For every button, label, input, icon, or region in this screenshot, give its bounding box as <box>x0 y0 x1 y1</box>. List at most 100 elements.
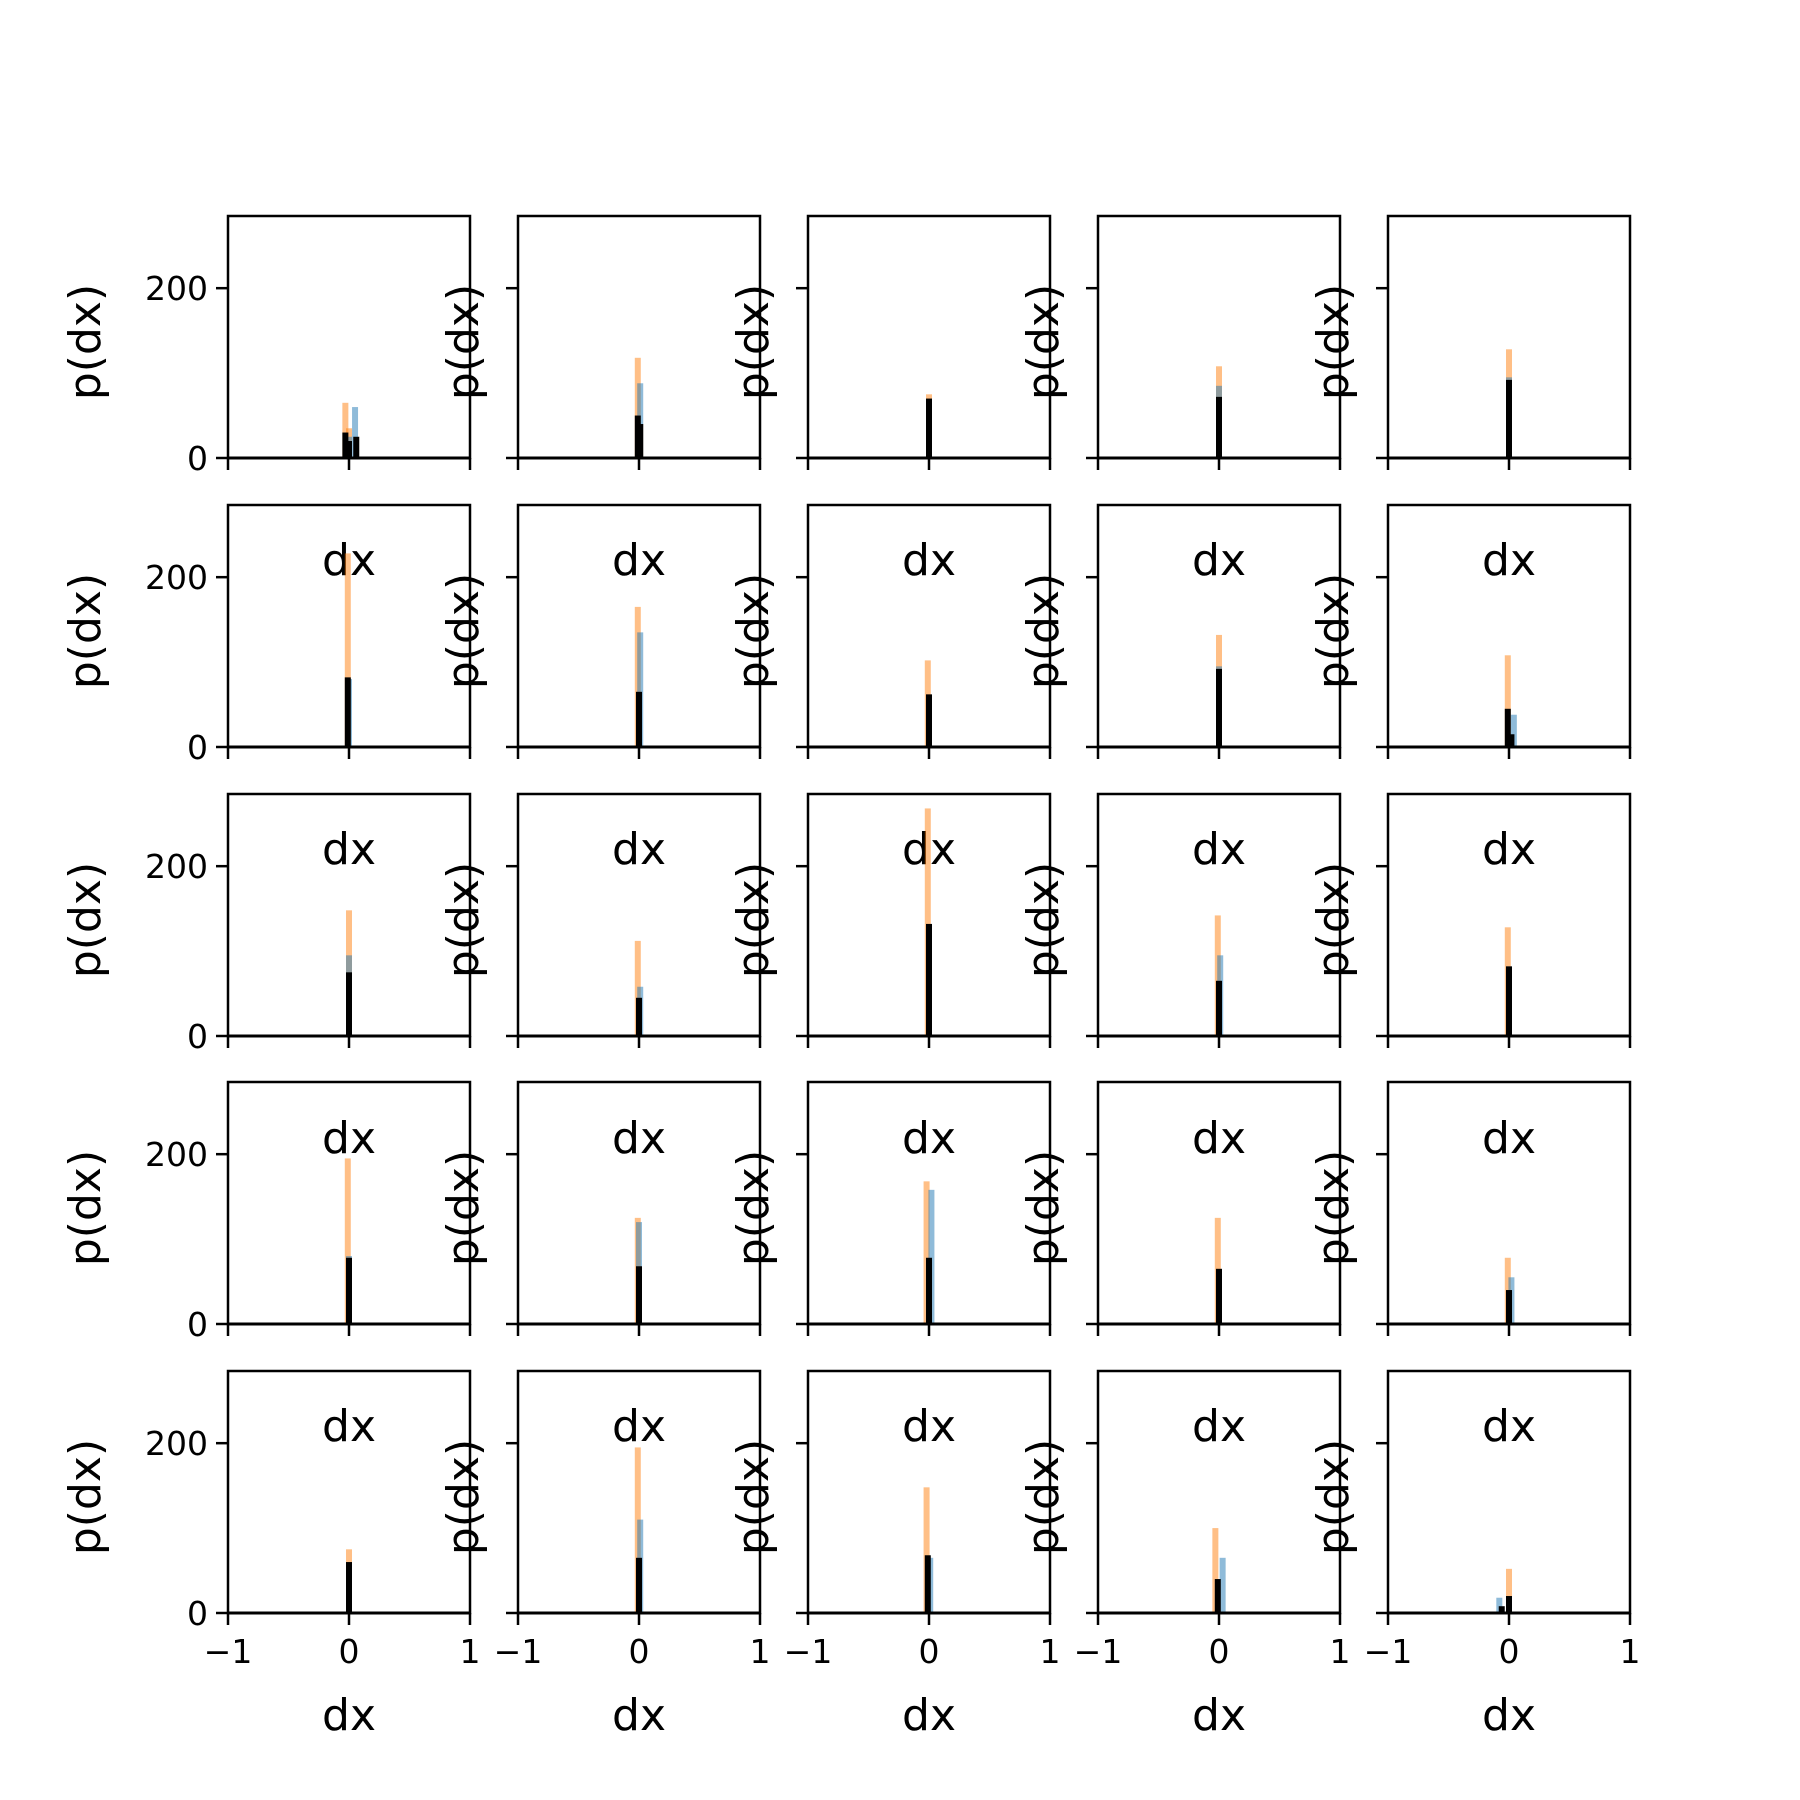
x-tick-label: 0 <box>629 1632 650 1671</box>
panel-3-5: dx p(dx) <box>1308 792 1632 1164</box>
panel-5-2: −1 0 1 dx p(dx) <box>438 1369 771 1741</box>
panel-4-5: dx p(dx) <box>1308 1080 1632 1452</box>
x-tick-label: 0 <box>919 1632 940 1671</box>
bar-black <box>637 424 644 458</box>
x-axis-label: dx <box>1482 824 1536 875</box>
bar-black <box>1506 1290 1512 1324</box>
y-axis-label: p(dx) <box>60 1150 111 1266</box>
y-axis-label: p(dx) <box>60 284 111 400</box>
y-axis-label: p(dx) <box>60 862 111 978</box>
bar-black <box>1508 734 1515 747</box>
bar-black <box>1216 980 1222 1036</box>
x-axis-label: dx <box>1192 1401 1246 1452</box>
y-tick-label: 0 <box>187 439 208 478</box>
y-tick-label: 0 <box>187 728 208 767</box>
y-axis-label: p(dx) <box>438 862 489 978</box>
x-axis-label: dx <box>322 824 376 875</box>
bar-black <box>636 691 642 747</box>
x-axis-label: dx <box>1192 535 1246 586</box>
x-axis-label: dx <box>1482 1401 1536 1452</box>
bar-black <box>344 677 351 747</box>
x-axis-label: dx <box>902 1690 956 1741</box>
y-axis-label: p(dx) <box>438 573 489 689</box>
bar-blue <box>928 1189 935 1324</box>
y-axis-label: p(dx) <box>728 1150 779 1266</box>
x-axis-label: dx <box>1482 1113 1536 1164</box>
y-tick-label: 200 <box>145 558 208 597</box>
bar-black <box>1216 396 1222 458</box>
y-tick-label: 200 <box>145 1424 208 1463</box>
x-tick-label: 1 <box>750 1632 771 1671</box>
y-axis-label: p(dx) <box>1018 1439 1069 1555</box>
panel-top-cover <box>519 795 759 825</box>
bar-orange <box>924 808 931 1036</box>
x-axis-label: dx <box>322 1401 376 1452</box>
x-tick-label: 1 <box>1620 1632 1641 1671</box>
y-axis-label: p(dx) <box>1018 862 1069 978</box>
panel-top-cover <box>519 1372 759 1402</box>
panel-top-cover <box>1099 506 1339 536</box>
panel-3-1: 0 200 dx p(dx) <box>60 792 472 1164</box>
bar-black <box>926 398 932 458</box>
y-axis-label: p(dx) <box>438 1150 489 1266</box>
x-axis-label: dx <box>902 535 956 586</box>
panel-2-2: dx p(dx) <box>438 503 762 875</box>
panel-3-2: dx p(dx) <box>438 792 762 1164</box>
panel-top-cover <box>229 1372 469 1402</box>
x-tick-label: 0 <box>339 1632 360 1671</box>
panel-top-cover <box>1389 506 1629 536</box>
bar-blue <box>1510 714 1517 747</box>
panel-4-3: dx p(dx) <box>728 1080 1052 1452</box>
panel-2-5: dx p(dx) <box>1308 503 1632 875</box>
y-tick-label: 0 <box>187 1305 208 1344</box>
x-tick-label: 1 <box>460 1632 481 1671</box>
panel-1-2: dx p(dx) <box>438 214 762 586</box>
bar-black <box>926 1257 932 1324</box>
axes-frame <box>226 214 472 460</box>
panel-top-cover <box>1389 795 1629 825</box>
x-tick-label: −1 <box>784 1632 833 1671</box>
panel-5-4: −1 0 1 dx p(dx) <box>1018 1369 1351 1741</box>
x-axis-label: dx <box>612 1690 666 1741</box>
x-tick-label: −1 <box>494 1632 543 1671</box>
bar-orange <box>923 1487 930 1613</box>
x-tick-label: 0 <box>1499 1632 1520 1671</box>
bar-black <box>1498 1606 1505 1613</box>
y-tick-label: 0 <box>187 1017 208 1056</box>
bar-black <box>1216 668 1222 747</box>
panel-2-3: dx p(dx) <box>728 503 1052 875</box>
bar-black <box>353 436 360 458</box>
bar-orange <box>342 402 349 458</box>
bar-black <box>636 1557 642 1613</box>
panel-top-cover <box>229 795 469 825</box>
y-axis-label: p(dx) <box>438 284 489 400</box>
panel-top-cover <box>809 795 1049 825</box>
bar-black <box>636 997 642 1036</box>
y-tick-label: 200 <box>145 269 208 308</box>
x-axis-label: dx <box>1482 1690 1536 1741</box>
bar-orange <box>1504 655 1511 747</box>
panel-5-5: −1 0 1 dx p(dx) <box>1308 1369 1641 1741</box>
panel-3-4: dx p(dx) <box>1018 792 1342 1164</box>
x-axis-label: dx <box>902 1401 956 1452</box>
bar-black <box>1506 966 1512 1036</box>
bar-orange <box>1212 1528 1219 1613</box>
x-tick-label: 1 <box>1330 1632 1351 1671</box>
bar-black <box>926 923 932 1036</box>
panel-5-3: −1 0 1 dx p(dx) <box>728 1369 1061 1741</box>
y-axis-label: p(dx) <box>1018 573 1069 689</box>
bar-black <box>1214 1579 1221 1613</box>
bar-blue <box>637 632 644 747</box>
y-tick-label: 200 <box>145 1135 208 1174</box>
panel-2-4: dx p(dx) <box>1018 503 1342 875</box>
x-axis-label: dx <box>1192 1113 1246 1164</box>
bar-black <box>1504 708 1511 747</box>
panel-top-cover <box>1099 795 1339 825</box>
x-axis-label: dx <box>1482 535 1536 586</box>
y-axis-label: p(dx) <box>728 862 779 978</box>
y-axis-label: p(dx) <box>1308 573 1359 689</box>
y-tick-label: 200 <box>145 847 208 886</box>
